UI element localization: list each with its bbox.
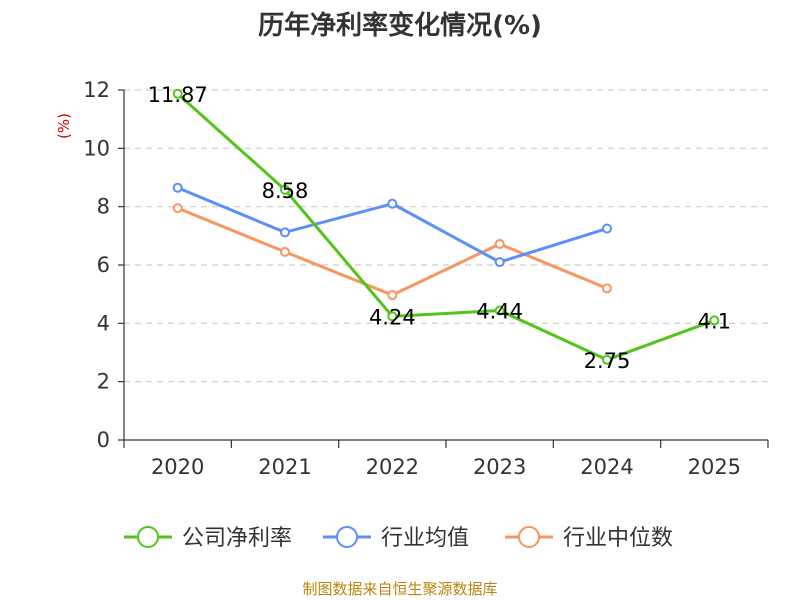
data-label: 11.87 xyxy=(148,83,208,107)
y-tick-label-4: 4 xyxy=(97,311,110,335)
series-lines xyxy=(172,88,720,365)
series-line-2 xyxy=(177,206,608,297)
data-point[interactable] xyxy=(494,239,505,249)
grid xyxy=(124,89,768,383)
data-point[interactable] xyxy=(280,227,290,238)
legend-marker-icon xyxy=(336,526,358,548)
y-tick-label-6: 6 xyxy=(97,253,110,277)
legend-label: 公司净利率 xyxy=(182,526,292,551)
legend-item-0[interactable]: 公司净利率 xyxy=(124,526,292,551)
x-tick-label-2021: 2021 xyxy=(258,455,311,479)
chart-title: 历年净利率变化情况(%) xyxy=(258,10,542,41)
legend-marker-icon xyxy=(518,526,540,548)
data-point[interactable] xyxy=(280,246,290,257)
data-point[interactable] xyxy=(602,354,612,365)
data-point[interactable] xyxy=(602,223,612,234)
data-point[interactable] xyxy=(709,315,720,326)
data-point[interactable] xyxy=(172,203,183,214)
data-point[interactable] xyxy=(387,290,398,301)
legend-item-2[interactable]: 行业中位数 xyxy=(505,526,673,551)
y-tick-label-0: 0 xyxy=(97,428,110,452)
y-tick-label-12: 12 xyxy=(83,78,110,102)
data-point[interactable] xyxy=(280,184,290,195)
data-point[interactable] xyxy=(494,257,505,268)
data-label: 4.1 xyxy=(698,309,731,333)
data-point[interactable] xyxy=(602,283,612,294)
x-tick-label-2024: 2024 xyxy=(580,455,633,479)
x-tick-label-2022: 2022 xyxy=(366,455,419,479)
y-axis-label: (%) xyxy=(55,113,73,139)
data-point[interactable] xyxy=(387,311,398,322)
data-label: 8.58 xyxy=(262,179,309,203)
legend-label: 行业中位数 xyxy=(563,526,673,551)
data-label: 4.44 xyxy=(476,300,523,324)
y-tick-label-2: 2 xyxy=(97,370,110,394)
data-point[interactable] xyxy=(172,182,183,193)
data-label: 4.24 xyxy=(369,305,416,329)
data-label: 2.75 xyxy=(584,349,631,373)
x-tick-label-2020: 2020 xyxy=(151,455,204,479)
y-tick-label-8: 8 xyxy=(97,195,110,219)
x-tick-label-2023: 2023 xyxy=(473,455,526,479)
data-point[interactable] xyxy=(387,198,398,209)
x-tick-label-2025: 2025 xyxy=(688,455,741,479)
legend-label: 行业均值 xyxy=(381,526,469,551)
legend-item-1[interactable]: 行业均值 xyxy=(323,526,469,551)
y-tick-label-10: 10 xyxy=(83,136,110,160)
legend-marker-icon xyxy=(137,526,159,548)
data-labels: 11.87 8.58 4.24 4.44 2.75 4.1 xyxy=(148,83,731,373)
data-point[interactable] xyxy=(494,305,505,316)
legend[interactable]: 公司净利率 行业均值 行业中位数 xyxy=(124,526,673,551)
data-point[interactable] xyxy=(172,88,183,99)
source-note: 制图数据来自恒生聚源数据库 xyxy=(302,580,497,598)
axes: 0 2 4 6 8 10 12 2020 2021 2022 2023 2024 2025 xyxy=(83,78,769,479)
series-line-0 xyxy=(176,92,715,362)
